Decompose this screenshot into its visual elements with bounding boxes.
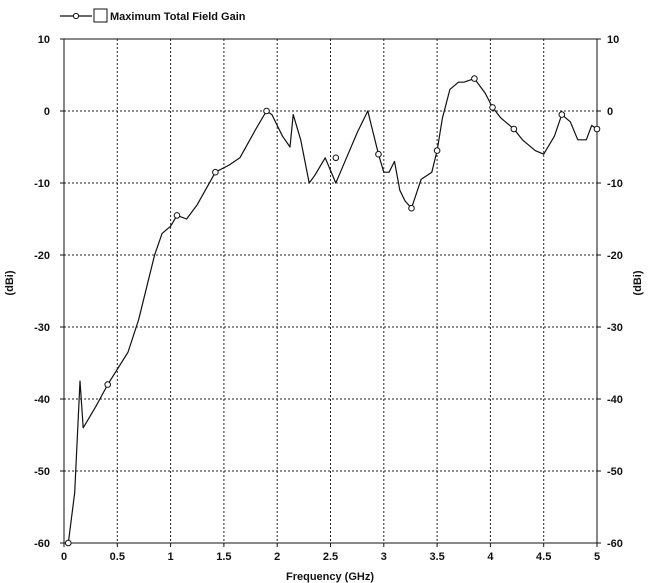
data-point-marker [510, 125, 518, 133]
y-tick-label-left: 10 [38, 34, 50, 46]
data-point-marker [433, 147, 441, 154]
legend-checkbox[interactable] [93, 8, 108, 23]
y-tick-label-right: -20 [607, 250, 623, 262]
x-tick-label: 1 [168, 551, 174, 563]
x-tick-label: 2 [274, 551, 280, 563]
data-point-marker [408, 204, 415, 212]
y-axis-title-left: (dBi) [4, 270, 16, 295]
data-point-marker [489, 104, 496, 111]
x-tick-label: 0.5 [110, 551, 125, 563]
y-axis-title-right: (dBi) [632, 270, 644, 295]
y-axis-right-ticks: 10 0 -10 -20 -30 -40 -50 -60 [597, 34, 623, 550]
data-point-marker [471, 75, 478, 82]
data-point-marker [263, 107, 270, 115]
legend-marker [72, 12, 80, 20]
x-axis-ticks: 0 0.5 1 1.5 2 2.5 3 3.5 4 4.5 5 [61, 543, 600, 563]
legend: Maximum Total Field Gain [60, 8, 246, 23]
y-tick-label-left: -40 [34, 394, 50, 406]
data-point-marker [375, 150, 382, 158]
x-tick-label: 1.5 [216, 551, 231, 563]
data-point-marker [593, 125, 601, 133]
y-tick-label-left: 0 [44, 106, 50, 118]
x-tick-label: 0 [61, 551, 67, 563]
y-tick-label-right: -60 [607, 538, 623, 550]
y-axis-left-ticks: 10 0 -10 -20 -30 -40 -50 -60 [34, 34, 64, 550]
y-tick-label-left: -10 [34, 178, 50, 190]
y-tick-label-left: -20 [34, 250, 50, 262]
y-tick-label-left: -30 [34, 322, 50, 334]
data-point-marker [64, 539, 72, 547]
x-tick-label: 3 [381, 551, 387, 563]
series-line [67, 77, 598, 544]
x-tick-label: 5 [594, 551, 600, 563]
data-point-marker [104, 381, 112, 388]
x-tick-label: 4.5 [536, 551, 551, 563]
x-tick-label: 2.5 [323, 551, 338, 563]
legend-label: Maximum Total Field Gain [110, 11, 246, 23]
data-point-marker [173, 212, 181, 219]
x-tick-label: 3.5 [429, 551, 444, 563]
x-tick-label: 4 [487, 551, 494, 563]
y-tick-label-right: 0 [607, 106, 613, 118]
y-tick-label-right: 10 [607, 34, 619, 46]
y-tick-label-right: -40 [607, 394, 623, 406]
grid [64, 39, 597, 543]
y-tick-label-left: -50 [34, 466, 50, 478]
data-point-marker [212, 168, 219, 176]
data-point-marker [332, 154, 340, 162]
data-point-marker [558, 111, 566, 118]
series-layer [64, 75, 601, 547]
y-tick-label-right: -30 [607, 322, 623, 334]
y-tick-label-right: -10 [607, 178, 623, 190]
x-axis-title: Frequency (GHz) [286, 571, 374, 583]
y-tick-label-left: -60 [34, 538, 50, 550]
y-tick-label-right: -50 [607, 466, 623, 478]
